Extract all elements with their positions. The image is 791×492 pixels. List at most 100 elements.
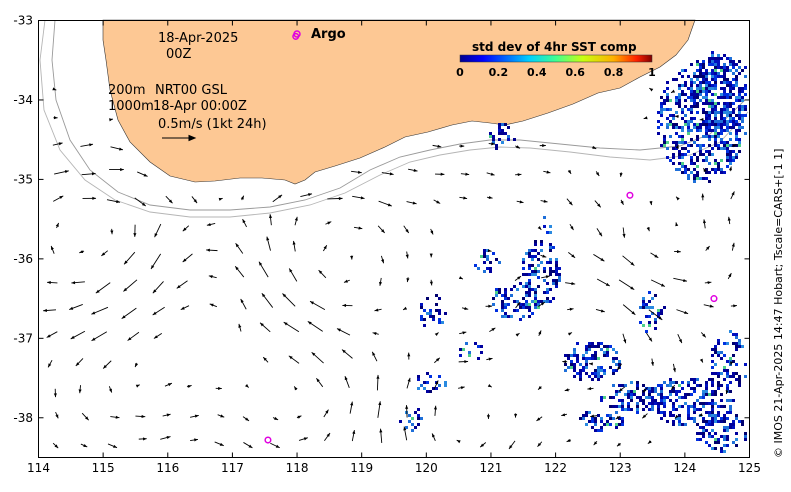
sst-pixel (738, 72, 741, 75)
sst-pixel (720, 96, 723, 99)
sst-pixel (513, 300, 516, 303)
current-arrow (374, 308, 382, 312)
sst-pixel (687, 96, 690, 99)
current-arrow (730, 304, 737, 308)
current-arrow (699, 117, 704, 122)
current-arrow (138, 437, 147, 441)
sst-pixel (735, 99, 738, 102)
sst-pixel (714, 144, 717, 147)
sst-pixel (729, 399, 732, 402)
current-arrow (649, 87, 654, 92)
sst-pixel (675, 96, 678, 99)
sst-pixel (690, 63, 693, 66)
sst-pixel (714, 168, 717, 171)
sst-pixel (570, 360, 573, 363)
current-vectors (43, 87, 737, 450)
sst-pixel (672, 114, 675, 117)
sst-pixel (717, 66, 720, 69)
sst-pixel (483, 252, 486, 255)
current-arrow (91, 306, 109, 315)
sst-pixel (660, 390, 663, 393)
current-arrow (403, 225, 410, 234)
sst-pixel (732, 372, 735, 375)
sst-pixel (540, 249, 543, 252)
sst-pixel (684, 114, 687, 117)
sst-pixel (711, 63, 714, 66)
sst-pixel (717, 60, 720, 63)
sst-pixel (714, 81, 717, 84)
sst-pixel (732, 93, 735, 96)
sst-pixel (489, 261, 492, 264)
colorbar-title: std dev of 4hr SST comp (472, 40, 637, 54)
sst-pixel (501, 129, 504, 132)
sst-pixel (717, 132, 720, 135)
sst-pixel (699, 384, 702, 387)
sst-pixel (468, 351, 471, 354)
sst-pixel (582, 357, 585, 360)
sst-pixel (681, 111, 684, 114)
sst-pixel (678, 405, 681, 408)
current-arrow (568, 332, 573, 336)
sst-pixel (705, 402, 708, 405)
sst-pixel (735, 120, 738, 123)
sst-pixel (507, 126, 510, 129)
sst-pixel (522, 297, 525, 300)
sst-pixel (711, 75, 714, 78)
sst-pixel (717, 351, 720, 354)
sst-pixel (702, 390, 705, 393)
current-arrow (515, 301, 521, 309)
current-arrow (620, 199, 624, 205)
sst-pixel (723, 171, 726, 174)
sst-pixel (579, 363, 582, 366)
current-arrow (134, 197, 147, 207)
sst-pixel (729, 408, 732, 411)
sst-pixel (591, 372, 594, 375)
sst-pixel (435, 387, 438, 390)
sst-pixel (645, 303, 648, 306)
sst-pixel (705, 384, 708, 387)
sst-pixel (726, 150, 729, 153)
sst-pixel (585, 366, 588, 369)
sst-pixel (696, 408, 699, 411)
sst-pixel (738, 342, 741, 345)
sst-pixel (711, 384, 714, 387)
sst-pixel (666, 87, 669, 90)
sst-pixel (702, 90, 705, 93)
sst-pixel (744, 375, 747, 378)
sst-pixel (723, 147, 726, 150)
sst-pixel (726, 81, 729, 84)
sst-pixel (735, 132, 738, 135)
sst-pixel (618, 360, 621, 363)
sst-pixel (690, 156, 693, 159)
sst-pixel (699, 75, 702, 78)
sst-pixel (726, 156, 729, 159)
sst-pixel (600, 366, 603, 369)
current-arrow (121, 307, 137, 319)
sst-pixel (582, 369, 585, 372)
y-tick-label: -36 (13, 252, 33, 266)
sst-pixel (729, 111, 732, 114)
sst-pixel (744, 363, 747, 366)
current-arrow (569, 223, 574, 231)
current-arrow (567, 169, 572, 175)
sst-pixel (720, 66, 723, 69)
sst-pixel (729, 138, 732, 141)
sst-pixel (735, 333, 738, 336)
sst-pixel (519, 282, 522, 285)
sst-pixel (477, 357, 480, 360)
sst-pixel (702, 402, 705, 405)
sst-pixel (714, 105, 717, 108)
current-arrow (674, 114, 679, 119)
sst-pixel (705, 423, 708, 426)
sst-pixel (654, 321, 657, 324)
sst-pixel (684, 168, 687, 171)
x-axis: 114 115 116 117 118 119 120 121 122 123 124 125 (27, 20, 761, 475)
sst-pixel (582, 414, 585, 417)
sst-pixel (732, 126, 735, 129)
colorbar-tick-label: 0.4 (527, 66, 547, 79)
current-arrow (318, 269, 327, 279)
sst-pixel (723, 75, 726, 78)
current-arrow (406, 277, 410, 283)
sst-pixel (672, 390, 675, 393)
